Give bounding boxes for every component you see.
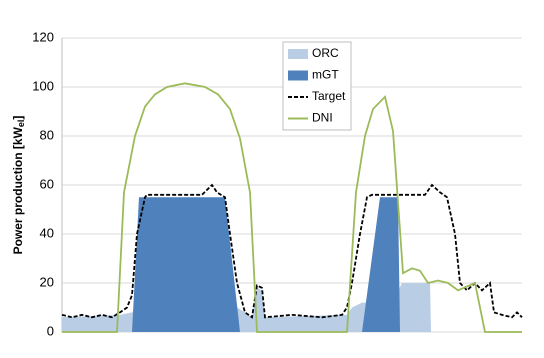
y-tick-label: 80 [40,127,54,142]
legend-label: DNI [312,111,333,125]
y-tick-label: 0 [47,323,54,338]
legend-swatch [288,70,308,81]
y-tick-label: 60 [40,176,54,191]
legend-swatch [288,49,308,59]
area [62,283,522,332]
legend-label: mGT [312,68,339,82]
y-tick-label: 100 [32,78,54,93]
y-tick-label: 40 [40,225,54,240]
y-label-sub: el [16,120,26,128]
y-tick-label: 20 [40,274,54,289]
area [62,197,522,332]
legend-label: ORC [312,46,339,60]
y-tick-label: 120 [32,29,54,44]
y-label-end: ] [11,116,25,120]
line [62,82,522,333]
y-axis-label: Power production [kWel] [11,116,26,255]
line [61,183,523,319]
legend-label: Target [312,89,346,103]
y-label-main: Power production [kW [11,126,25,254]
